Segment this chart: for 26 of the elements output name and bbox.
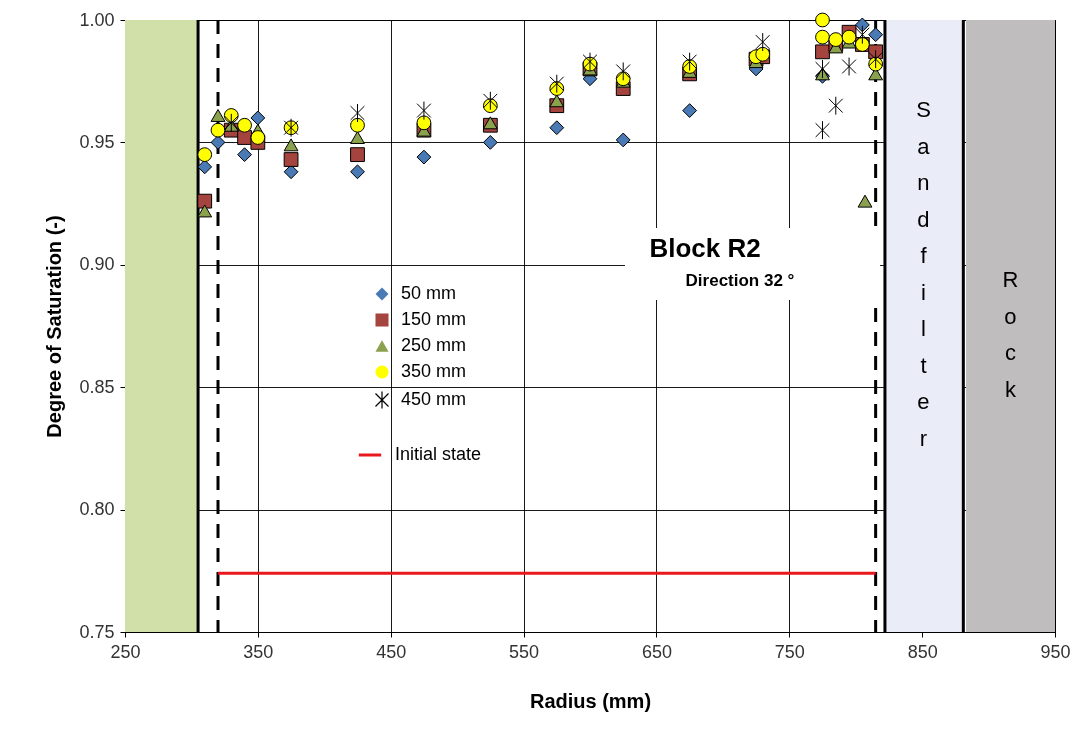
legend-label: 250 mm [401,335,467,355]
x-tick-label: 950 [1040,641,1071,662]
text: Sand filter [916,97,931,451]
legend-label: 50 mm [401,283,457,303]
y-tick-label: 1.00 [79,9,115,30]
x-tick-label: 850 [907,641,938,662]
x-axis-title: Radius (mm) [529,689,652,712]
legend-label: 350 mm [401,361,467,381]
y-tick-label: 0.95 [79,131,115,152]
x-tick-label: 550 [509,641,540,662]
band-label: Rock [1002,267,1019,402]
legend-label: 150 mm [401,309,467,329]
annotation: Direction 32 ° [685,271,795,290]
annotation: Block R2 [649,233,761,263]
x-tick-label: 650 [641,641,672,662]
x-tick-label: 450 [376,641,407,662]
x-tick-label: 750 [774,641,805,662]
y-tick-label: 0.80 [79,499,115,520]
x-tick-label: 350 [243,641,274,662]
x-tick-label: 250 [110,641,141,662]
y-tick-label: 0.90 [79,254,115,275]
legend-label: 450 mm [401,389,467,409]
y-tick-label: 0.85 [79,376,115,397]
y-axis-title: Degree of Saturation (-) [43,215,66,438]
y-tick-label: 0.75 [79,621,115,642]
legend-label: Initial state [395,444,482,464]
